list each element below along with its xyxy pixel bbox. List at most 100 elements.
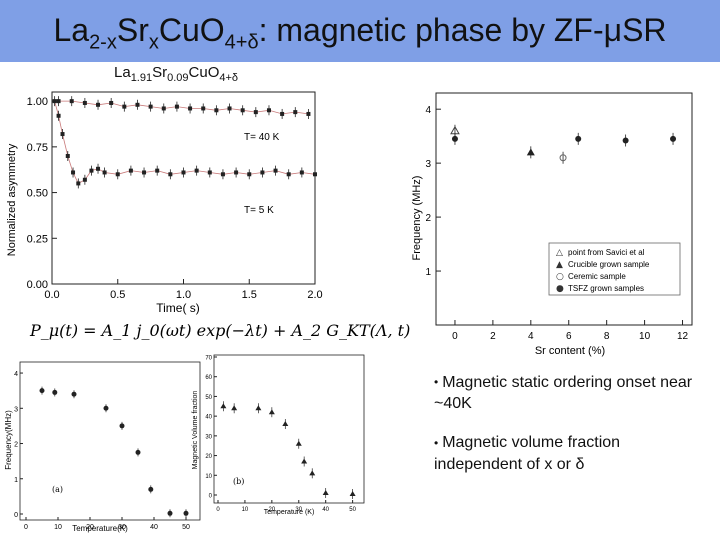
asym-point-40k bbox=[240, 108, 245, 113]
bullet-ordering: • Magnetic static ordering onset near ~40… bbox=[434, 374, 693, 413]
asym-point-5k bbox=[299, 170, 304, 175]
vol-xtick-label: 0 bbox=[216, 507, 220, 513]
vol-point bbox=[301, 458, 308, 464]
asym-xtick-label: 0.0 bbox=[44, 289, 59, 301]
asym-point-40k bbox=[56, 99, 61, 104]
asym-point-5k bbox=[207, 170, 212, 175]
asym-point-5k bbox=[273, 168, 278, 173]
asym-ytick-label: 0.50 bbox=[27, 188, 48, 200]
freq-ytick-label: 4 bbox=[425, 105, 431, 116]
asym-point-5k bbox=[155, 168, 160, 173]
asym-point-5k bbox=[76, 181, 81, 186]
asym-point-5k bbox=[60, 132, 65, 137]
tf-point bbox=[71, 391, 77, 397]
asym-point-5k bbox=[71, 170, 76, 175]
asym-point-40k bbox=[266, 108, 271, 113]
tf-xtick-label: 30 bbox=[118, 524, 126, 531]
vol-point bbox=[231, 405, 238, 411]
vol-ytick-label: 60 bbox=[205, 375, 212, 381]
asym-point-40k bbox=[82, 100, 87, 105]
vol-ytick-label: 0 bbox=[209, 494, 213, 500]
temp-freq-frame bbox=[19, 361, 201, 521]
tf-point bbox=[148, 486, 154, 492]
asym-point-40k bbox=[253, 110, 258, 115]
asym-point-40k bbox=[280, 111, 285, 116]
vol-xtick-label: 40 bbox=[322, 507, 329, 513]
vol-point bbox=[255, 405, 262, 411]
tf-xtick-label: 20 bbox=[86, 524, 94, 531]
vol-ytick-label: 20 bbox=[205, 454, 212, 460]
asym-point-40k bbox=[109, 100, 114, 105]
asym-xtick-label: 0.5 bbox=[110, 289, 125, 301]
asym-point-5k bbox=[65, 154, 70, 158]
vol-point bbox=[322, 490, 329, 496]
tf-point bbox=[119, 423, 125, 429]
asym-point-40k bbox=[293, 110, 298, 115]
tf-ytick-label: 2 bbox=[14, 442, 18, 449]
asym-point-40k bbox=[227, 106, 232, 111]
asym-xtick-label: 2.0 bbox=[307, 289, 322, 301]
temp-freq-ylabel: Frequency(MHz) bbox=[4, 410, 13, 470]
asym-point-5k bbox=[102, 170, 107, 175]
freq-xtick-label: 6 bbox=[566, 331, 572, 342]
volume-frame bbox=[213, 354, 365, 504]
sample-formula: La1.91Sr0.09CuO4+δ bbox=[114, 64, 239, 84]
legend-marker: △ bbox=[556, 248, 563, 258]
legend-marker: ○ bbox=[556, 272, 564, 282]
asym-point-40k bbox=[122, 104, 127, 109]
freq-point-tsfz bbox=[670, 135, 677, 142]
asym-point-5k bbox=[260, 170, 265, 175]
asym-point-5k bbox=[168, 172, 173, 177]
volume-xlabel: Temperature (K) bbox=[264, 509, 315, 516]
asym-plot: Normalized asymmetry Time( s) 1.00 0.75 0.… bbox=[6, 91, 323, 315]
tf-xtick-label: 40 bbox=[150, 524, 158, 531]
asym-point-5k bbox=[89, 168, 94, 173]
asym-point-5k bbox=[247, 172, 252, 177]
bullet-ordering-text: Magnetic static ordering onset near ~40K bbox=[434, 374, 693, 413]
vol-xtick-label: 20 bbox=[269, 507, 276, 513]
freq-xtick-label: 8 bbox=[604, 331, 610, 342]
asym-point-5k bbox=[82, 177, 87, 182]
freq-xtick-label: 10 bbox=[639, 331, 651, 342]
tf-xtick-label: 10 bbox=[54, 524, 62, 531]
vol-ytick-label: 40 bbox=[205, 415, 212, 421]
vol-xtick-label: 30 bbox=[295, 507, 302, 513]
freq-vs-sr-plot: Frequency (MHz) Sr content (%) 4 3 2 1 0 2 4 6… bbox=[411, 92, 693, 357]
vol-ytick-label: 10 bbox=[205, 474, 212, 480]
tf-point bbox=[103, 405, 109, 411]
asym-point-40k bbox=[174, 104, 179, 109]
asym-xtick-label: 1.5 bbox=[242, 289, 257, 301]
asym-point-5k bbox=[286, 172, 291, 177]
asym-point-5k bbox=[56, 113, 61, 118]
bullet-list: • Magnetic static ordering onset near ~40… bbox=[434, 372, 694, 493]
title-bar bbox=[0, 0, 720, 62]
vol-point bbox=[220, 403, 227, 409]
freq-xlabel: Sr content (%) bbox=[535, 345, 605, 357]
muon-polarization-equation: P_μ(t) = A_1 j_0(ωt) exp(−λt) + A_2 G_KT… bbox=[29, 321, 410, 340]
legend-label: TSFZ grown samples bbox=[568, 284, 644, 293]
asym-point-5k bbox=[220, 172, 225, 177]
vol-point bbox=[295, 440, 302, 446]
volume-ylabel: Magnetic Volume fraction bbox=[192, 391, 199, 470]
asym-point-40k bbox=[188, 106, 193, 111]
tf-xtick-label: 50 bbox=[182, 524, 190, 531]
freq-xtick-label: 0 bbox=[452, 331, 458, 342]
freq-legend bbox=[548, 242, 681, 296]
tf-point bbox=[52, 389, 58, 395]
freq-point-tsfz bbox=[451, 135, 458, 142]
freq-point-ceramic bbox=[559, 154, 567, 162]
panel-b-label: (b) bbox=[233, 477, 244, 486]
tf-ytick-label: 4 bbox=[14, 371, 18, 378]
vol-point bbox=[309, 470, 316, 476]
vol-ytick-label: 30 bbox=[205, 434, 212, 440]
freq-point-tsfz bbox=[575, 135, 582, 142]
freq-ytick-label: 2 bbox=[425, 213, 431, 224]
label-5k: T= 5 K bbox=[244, 205, 274, 216]
asym-ytick-label: 1.00 bbox=[27, 96, 48, 108]
tf-point bbox=[39, 388, 45, 394]
vol-point bbox=[282, 421, 289, 427]
asym-point-40k bbox=[201, 106, 206, 111]
asym-point-5k bbox=[115, 172, 120, 177]
freq-ylabel: Frequency (MHz) bbox=[411, 176, 423, 261]
